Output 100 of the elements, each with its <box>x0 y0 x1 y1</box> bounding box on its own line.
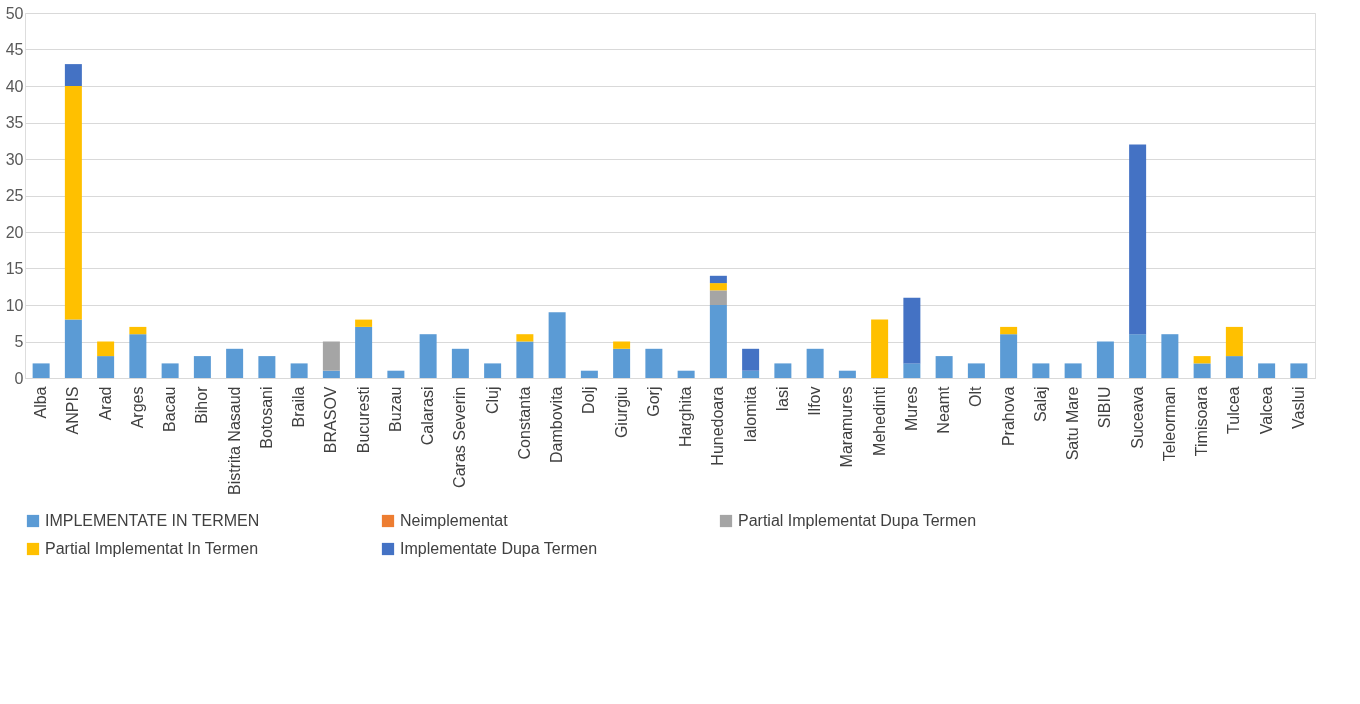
bar <box>1129 144 1147 335</box>
bar <box>322 370 340 378</box>
x-tick-label: Buzau <box>386 386 404 432</box>
y-tick-label: 0 <box>14 369 24 387</box>
bar <box>613 341 631 349</box>
bar <box>1129 334 1147 378</box>
bar <box>903 363 921 378</box>
x-tick-label: Cluj <box>483 386 501 415</box>
bar <box>645 348 663 378</box>
bar <box>226 348 244 378</box>
bar <box>774 363 792 378</box>
bar <box>1258 363 1276 378</box>
x-tick-label: Gorj <box>644 386 662 417</box>
x-tick-label: Arges <box>128 386 146 429</box>
bar <box>258 356 276 378</box>
legend-label: Partial Implementat In Termen <box>45 540 259 557</box>
x-tick-label: Prahova <box>999 386 1017 447</box>
x-tick-label: Tulcea <box>1225 386 1243 434</box>
bar <box>709 290 727 305</box>
bar <box>709 275 727 284</box>
bar <box>355 326 373 378</box>
bar <box>613 348 631 378</box>
bar <box>806 348 824 378</box>
x-tick-label: Neamt <box>935 385 953 434</box>
bar <box>290 363 308 378</box>
bar <box>1193 363 1211 378</box>
bar <box>193 356 211 378</box>
x-tick-label: Suceava <box>1128 386 1146 449</box>
bar <box>1290 363 1308 378</box>
bar <box>838 370 856 378</box>
bar <box>1064 363 1082 378</box>
x-tick-label: BRASOV <box>322 386 340 454</box>
bar <box>709 283 727 291</box>
x-tick-label: Salaj <box>1031 386 1049 423</box>
bar <box>1032 363 1050 378</box>
y-tick-label: 40 <box>5 77 24 95</box>
bar <box>419 334 437 378</box>
x-tick-label: Harghita <box>677 386 695 447</box>
legend-label: IMPLEMENTATE IN TERMEN <box>45 512 260 529</box>
x-tick-label: Hunedoara <box>709 386 727 466</box>
y-tick-label: 10 <box>5 296 24 314</box>
bar <box>97 341 115 357</box>
bar <box>64 86 82 320</box>
bar <box>129 334 147 378</box>
x-tick-label: Satu Mare <box>1064 386 1082 461</box>
bar <box>742 370 760 378</box>
bar <box>32 363 50 378</box>
x-tick-label: Valcea <box>1257 386 1275 435</box>
bar <box>1225 326 1243 357</box>
x-tick-label: Ilfov <box>806 386 824 416</box>
bar <box>516 341 534 378</box>
bar <box>742 348 760 371</box>
x-tick-label: Mehedinti <box>870 386 888 456</box>
y-tick-label: 30 <box>5 150 24 168</box>
legend-label: Implementate Dupa Termen <box>400 540 598 557</box>
y-tick-label: 35 <box>5 114 24 131</box>
x-tick-label: Bistrita Nasaud <box>225 386 243 495</box>
x-tick-label: Arad <box>96 386 114 421</box>
bar <box>548 312 566 378</box>
y-tick-label: 20 <box>5 223 24 241</box>
x-tick-label: SIBIU <box>1096 386 1114 429</box>
bar <box>451 348 469 378</box>
y-tick-label: 5 <box>14 333 24 350</box>
y-tick-label: 25 <box>5 187 24 204</box>
bar <box>129 326 147 335</box>
x-tick-label: Teleorman <box>1160 386 1178 462</box>
bar <box>322 341 340 371</box>
x-tick-label: Calarasi <box>419 386 437 446</box>
x-tick-label: Vaslui <box>1289 386 1307 429</box>
x-tick-label: ANPIS <box>64 386 82 435</box>
bar <box>1161 334 1179 378</box>
x-tick-label: Braila <box>290 386 308 428</box>
legend-label: Neimplementat <box>400 512 509 529</box>
x-tick-label: Ialomita <box>741 386 759 443</box>
x-tick-label: Caras Severin <box>451 386 469 488</box>
x-tick-label: Constanta <box>515 386 533 460</box>
bar <box>387 370 405 378</box>
y-tick-label: 50 <box>5 4 24 22</box>
bar <box>355 319 373 327</box>
bar <box>580 370 598 378</box>
bar <box>516 334 534 342</box>
x-tick-label: Bucuresti <box>354 386 372 454</box>
bar <box>967 363 985 378</box>
bar <box>871 319 889 378</box>
x-tick-label: Alba <box>32 386 50 419</box>
x-tick-label: Giurgiu <box>612 386 630 439</box>
x-tick-label: Olt <box>967 385 985 407</box>
x-tick-label: Mures <box>902 386 920 431</box>
bar <box>1000 326 1018 335</box>
legend-label: Partial Implementat Dupa Termen <box>738 512 977 529</box>
bar <box>1193 356 1211 364</box>
bar <box>161 363 179 378</box>
x-tick-label: Bacau <box>161 386 179 432</box>
x-tick-label: Maramures <box>838 386 856 468</box>
bar <box>64 64 82 86</box>
x-tick-label: Timisoara <box>1193 386 1211 457</box>
bar <box>903 297 921 364</box>
bar <box>97 356 115 378</box>
bar <box>935 356 953 378</box>
bar <box>677 370 695 378</box>
